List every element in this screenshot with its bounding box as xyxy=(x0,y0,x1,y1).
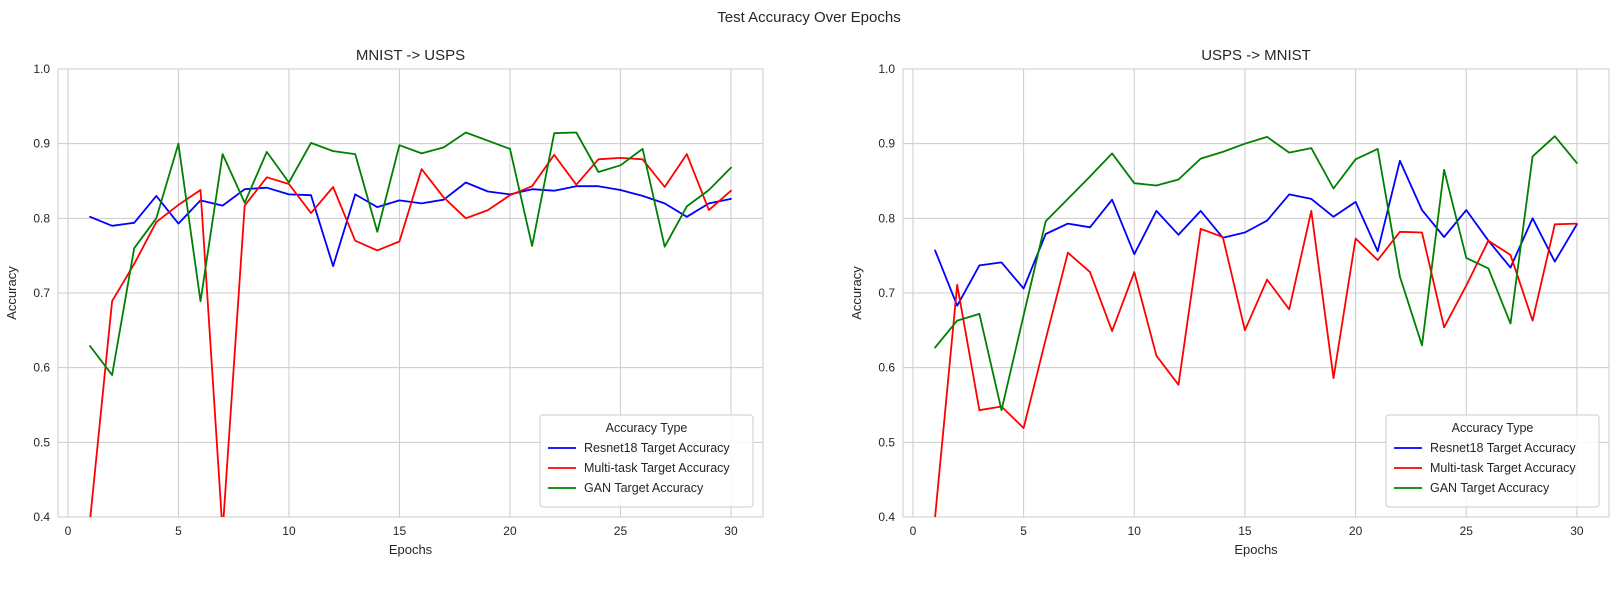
legend: Accuracy Type Resnet18 Target Accuracy Mul… xyxy=(1385,414,1600,508)
y-tick-label: 0.7 xyxy=(33,286,50,300)
subplot-2: 0 5 10 15 20 25 30 0.4 0.5 0.6 0.7 0.8 0.9 1.0 USPS ->… xyxy=(849,47,1610,557)
subplot-title: MNIST -> USPS xyxy=(356,47,465,64)
y-tick-label: 0.8 xyxy=(33,211,50,225)
x-tick-label: 30 xyxy=(1570,524,1584,538)
legend-entry: GAN Target Accuracy xyxy=(584,481,704,495)
x-tick-label: 20 xyxy=(1349,524,1363,538)
subplot-title: USPS -> MNIST xyxy=(1201,47,1311,64)
x-tick-label: 0 xyxy=(910,524,917,538)
x-tick-label: 5 xyxy=(175,524,182,538)
y-tick-label: 0.5 xyxy=(878,435,895,449)
y-tick-label: 1.0 xyxy=(33,62,50,76)
y-tick-label: 0.5 xyxy=(33,435,50,449)
y-tick-label: 0.9 xyxy=(33,137,50,151)
y-axis-label: Accuracy xyxy=(849,266,864,320)
series-line-3 xyxy=(934,135,1578,412)
y-axis-label: Accuracy xyxy=(4,266,19,320)
x-tick-label: 10 xyxy=(282,524,296,538)
series-line-2 xyxy=(89,153,732,517)
legend-box xyxy=(539,414,754,508)
y-tick-label: 0.6 xyxy=(878,361,895,375)
series-line-1 xyxy=(89,181,732,268)
legend: Accuracy Type Resnet18 Target Accuracy Mul… xyxy=(539,414,754,508)
series-line-1 xyxy=(934,159,1578,307)
plot-frame xyxy=(57,68,764,518)
legend-entry: Resnet18 Target Accuracy xyxy=(1430,441,1576,455)
x-tick-label: 25 xyxy=(1460,524,1474,538)
series-line-3 xyxy=(89,131,732,377)
y-tick-label: 0.4 xyxy=(878,510,895,524)
subplot-1: 0 5 10 15 20 25 30 0.4 0.5 0.6 0.7 0.8 0.9 1.0 MNIST -… xyxy=(4,47,764,557)
legend-entry: Resnet18 Target Accuracy xyxy=(584,441,730,455)
x-tick-label: 30 xyxy=(724,524,738,538)
x-tick-label: 0 xyxy=(65,524,72,538)
series-lines xyxy=(89,131,732,517)
y-tick-label: 0.4 xyxy=(33,510,50,524)
legend-entry: Multi-task Target Accuracy xyxy=(584,461,730,475)
x-axis-label: Epochs xyxy=(1234,542,1278,557)
x-axis-label: Epochs xyxy=(389,542,433,557)
series-line-2 xyxy=(934,209,1578,517)
x-tick-label: 15 xyxy=(393,524,407,538)
x-tick-label: 25 xyxy=(614,524,628,538)
series-lines xyxy=(934,135,1578,517)
x-tick-label: 20 xyxy=(503,524,517,538)
y-tick-label: 0.6 xyxy=(33,361,50,375)
legend-title: Accuracy Type xyxy=(606,421,688,435)
x-tick-label: 5 xyxy=(1020,524,1027,538)
y-tick-label: 1.0 xyxy=(878,62,895,76)
legend-box xyxy=(1385,414,1600,508)
y-tick-label: 0.7 xyxy=(878,286,895,300)
y-tick-label: 0.8 xyxy=(878,211,895,225)
figure-title: Test Accuracy Over Epochs xyxy=(717,9,900,26)
legend-entry: Multi-task Target Accuracy xyxy=(1430,461,1576,475)
plot-frame xyxy=(902,68,1610,518)
legend-entry: GAN Target Accuracy xyxy=(1430,481,1550,495)
legend-title: Accuracy Type xyxy=(1452,421,1534,435)
x-tick-label: 15 xyxy=(1238,524,1252,538)
y-tick-label: 0.9 xyxy=(878,137,895,151)
x-tick-label: 10 xyxy=(1128,524,1142,538)
